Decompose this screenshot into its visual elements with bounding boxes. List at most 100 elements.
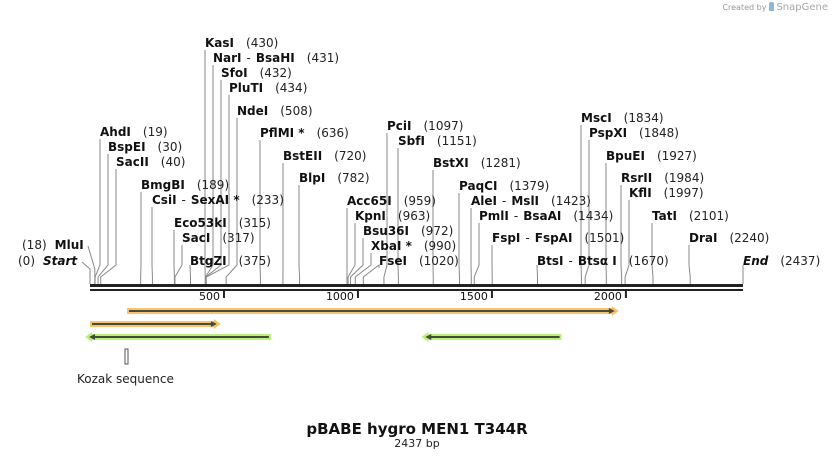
site-name: BtsI <box>537 254 564 268</box>
site-position: (432) <box>259 66 292 80</box>
site-connector-line <box>620 185 623 284</box>
restriction-site-label[interactable]: PflMI * (636) <box>260 126 349 140</box>
feature-arrow-head <box>611 306 619 316</box>
restriction-site-label[interactable]: FspI - FspAI (1501) <box>492 231 624 245</box>
restriction-site-label[interactable]: SacII (40) <box>116 155 185 169</box>
restriction-site-label[interactable]: (18) MluI <box>22 238 84 252</box>
site-name: Acc65I <box>347 194 392 208</box>
ruler-tick <box>490 291 493 298</box>
site-position: (233) <box>251 193 284 207</box>
site-connector-line <box>97 154 109 284</box>
restriction-site-label[interactable]: FseI (1020) <box>379 254 459 268</box>
restriction-site-label[interactable]: NdeI (508) <box>237 104 313 118</box>
site-name: TatI <box>652 209 677 223</box>
restriction-site-label[interactable]: XbaI * (990) <box>371 239 456 253</box>
site-connector-line <box>205 95 230 284</box>
site-position: (2101) <box>688 209 729 223</box>
restriction-site-label[interactable]: SbfI (1151) <box>398 134 477 148</box>
site-connector-line <box>298 185 301 284</box>
feature-reverse-arrow-icon <box>89 334 95 340</box>
backbone-bottom-strand <box>90 289 743 291</box>
restriction-site-label[interactable]: Eco53kI (315) <box>174 216 271 230</box>
restriction-site-label[interactable]: KflI (1997) <box>629 186 704 200</box>
site-name-isoschizomer: FspAI <box>534 231 573 245</box>
site-position: (1379) <box>509 179 550 193</box>
restriction-site-label[interactable]: PspXI (1848) <box>589 126 679 140</box>
ruler-tick-label: 1500 <box>459 290 488 303</box>
site-connector-line <box>347 223 356 284</box>
site-separator: - <box>246 51 251 65</box>
site-name: FspI <box>492 231 521 245</box>
snapgene-credit: Created by SnapGene <box>722 2 828 13</box>
site-name: SacII <box>116 155 149 169</box>
restriction-site-label[interactable]: BmgBI (189) <box>141 178 229 192</box>
map-title: pBABE hygro MEN1 T344R <box>306 420 528 438</box>
restriction-site-label[interactable]: AhdI (19) <box>100 125 168 139</box>
site-name: SbfI <box>398 134 425 148</box>
restriction-site-label[interactable]: MscI (1834) <box>581 111 664 125</box>
site-position: (1997) <box>663 186 704 200</box>
restriction-site-label[interactable]: BlpI (782) <box>299 171 370 185</box>
site-name-isoschizomer: SexAI * <box>190 193 240 207</box>
restriction-site-label[interactable]: Bsu36I (972) <box>363 224 453 238</box>
restriction-site-label[interactable]: End (2437) <box>743 254 820 268</box>
restriction-site-label[interactable]: BstEII (720) <box>283 149 366 163</box>
restriction-site-label[interactable]: BspEI (30) <box>108 140 182 154</box>
site-name: BpuEI <box>606 149 645 163</box>
restriction-site-label[interactable]: PciI (1097) <box>387 119 463 133</box>
site-connector-line <box>688 245 691 284</box>
ruler-tick <box>222 291 225 298</box>
restriction-site-label[interactable]: SacI (317) <box>182 231 255 245</box>
site-connector-line <box>651 223 654 284</box>
kozak-marker <box>124 348 129 365</box>
restriction-site-label[interactable]: TatI (2101) <box>652 209 729 223</box>
site-connector-line <box>100 169 117 284</box>
site-connector-line <box>81 261 91 284</box>
restriction-site-label[interactable]: CsiI - SexAI * (233) <box>152 193 284 207</box>
restriction-site-label[interactable]: AleI - MslI (1423) <box>471 194 591 208</box>
site-name: DraI <box>689 231 718 245</box>
site-position: (782) <box>337 171 370 185</box>
site-name: KasI <box>205 36 235 50</box>
restriction-site-label[interactable]: BtgZI (375) <box>190 254 271 268</box>
site-name: CsiI <box>152 193 177 207</box>
site-name: AhdI <box>100 125 131 139</box>
restriction-site-label[interactable]: (0) Start <box>18 254 77 268</box>
site-connector-line <box>624 200 630 284</box>
site-position: (1281) <box>480 156 521 170</box>
site-position: (963) <box>397 209 431 223</box>
restriction-site-label[interactable]: KpnI (963) <box>355 209 430 223</box>
ruler-tick <box>624 291 627 298</box>
restriction-site-label[interactable]: KasI (430) <box>205 36 278 50</box>
site-position: (1434) <box>573 209 614 223</box>
site-name: NdeI <box>237 104 269 118</box>
site-name: End <box>743 254 769 268</box>
restriction-site-label[interactable]: PmlI - BsaAI (1434) <box>479 209 613 223</box>
restriction-site-label[interactable]: PluTI (434) <box>229 81 307 95</box>
site-name-isoschizomer: BsaAI <box>523 209 562 223</box>
ruler-tick-label: 1000 <box>325 290 354 303</box>
restriction-site-label[interactable]: BpuEI (1927) <box>606 149 697 163</box>
restriction-site-label[interactable]: PaqCI (1379) <box>459 179 549 193</box>
restriction-site-label[interactable]: NarI - BsaHI (431) <box>213 51 339 65</box>
site-position: (2437) <box>780 254 821 268</box>
site-separator: - <box>525 231 530 245</box>
restriction-site-label[interactable]: DraI (2240) <box>689 231 769 245</box>
site-name-isoschizomer: MslI <box>511 194 540 208</box>
site-name: MluI <box>54 238 84 252</box>
site-name: BmgBI <box>141 178 185 192</box>
site-name: PspXI <box>589 126 628 140</box>
restriction-site-label[interactable]: Acc65I (959) <box>347 194 436 208</box>
site-position: (1151) <box>436 134 477 148</box>
restriction-site-label[interactable]: RsrII (1984) <box>621 171 704 185</box>
site-connector-line <box>205 80 222 284</box>
restriction-site-label[interactable]: BtsI - Btsα I (1670) <box>537 254 669 268</box>
site-position: (1927) <box>656 149 697 163</box>
site-position: (1423) <box>551 194 591 208</box>
restriction-site-label[interactable]: BstXI (1281) <box>433 156 521 170</box>
restriction-site-label[interactable]: SfoI (432) <box>221 66 292 80</box>
site-position: (990) <box>423 239 457 253</box>
site-position: (636) <box>316 126 349 140</box>
site-name: SacI <box>182 231 211 245</box>
